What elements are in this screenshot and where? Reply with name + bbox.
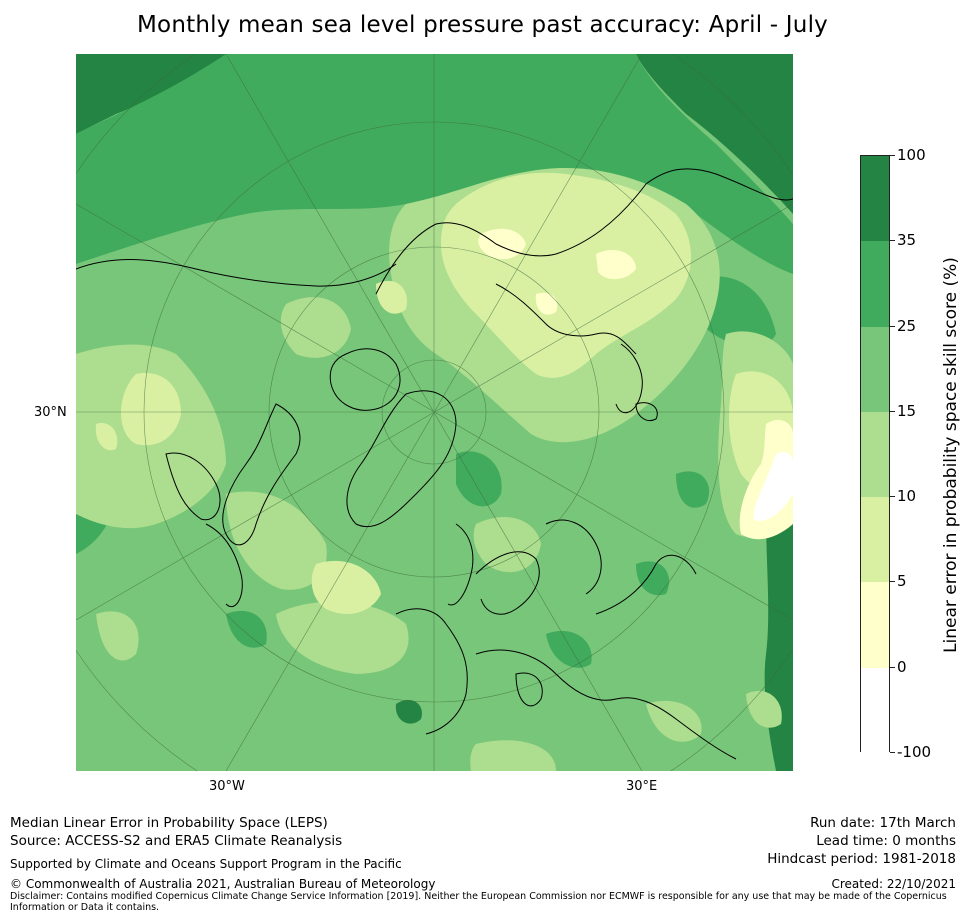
colorbar-segment: [861, 411, 889, 498]
colorbar-tick-label: 5: [897, 572, 907, 591]
colorbar-segment: [861, 497, 889, 584]
colorbar-label: Linear error in probability space skill …: [941, 257, 961, 653]
colorbar-tick-label: 25: [897, 316, 917, 335]
colorbar-tick: [890, 410, 895, 412]
colorbar: [860, 155, 890, 754]
colorbar-tick: [890, 666, 895, 668]
colorbar-tick-label: 35: [897, 231, 917, 250]
colorbar-segment: [861, 667, 889, 754]
footer-lead-time: Lead time: 0 months: [816, 833, 956, 849]
colorbar-tick: [890, 325, 895, 327]
colorbar-tick-label: 100: [897, 146, 926, 164]
footer-run-date: Run date: 17th March: [810, 815, 956, 831]
colorbar-tick: [890, 752, 895, 753]
lon-label-30w: 30°W: [209, 779, 245, 794]
colorbar-tick-label: -100: [897, 743, 932, 761]
colorbar-tick: [890, 496, 895, 498]
footer-run-info: Run date: 17th March Lead time: 0 months…: [767, 814, 956, 868]
colorbar-segment: [861, 326, 889, 413]
footer-copyright: © Commonwealth of Australia 2021, Austra…: [10, 877, 436, 891]
footer-disclaimer: Disclaimer: Contains modified Copernicus…: [10, 891, 947, 913]
figure-title: Monthly mean sea level pressure past acc…: [137, 12, 828, 38]
colorbar-segment: [861, 582, 889, 669]
coastlines: [76, 168, 793, 760]
lon-label-30e: 30°E: [626, 779, 658, 794]
footer-created: Created: 22/10/2021: [831, 877, 956, 891]
lat-label-30n: 30°N: [34, 405, 67, 420]
footer-support: Supported by Climate and Oceans Support …: [10, 857, 402, 871]
colorbar-tick: [890, 581, 895, 583]
skill-score-map: [76, 54, 793, 771]
skill-band-0-5: [753, 452, 793, 521]
colorbar-segment: [861, 156, 889, 242]
colorbar-tick: [890, 240, 895, 242]
footer-line2: Source: ACCESS-S2 and ERA5 Climate Reana…: [10, 833, 343, 849]
colorbar-tick-label: 15: [897, 401, 917, 420]
footer-hindcast: Hindcast period: 1981-2018: [767, 851, 956, 867]
colorbar-tick-label: 10: [897, 487, 917, 506]
graticule: [76, 54, 793, 771]
footer-line1: Median Linear Error in Probability Space…: [10, 815, 328, 831]
colorbar-tick-label: 0: [897, 657, 907, 676]
footer-method: Median Linear Error in Probability Space…: [10, 814, 342, 850]
colorbar-tick: [890, 155, 895, 156]
colorbar-segment: [861, 241, 889, 328]
skill-band-10-15: [95, 172, 793, 614]
